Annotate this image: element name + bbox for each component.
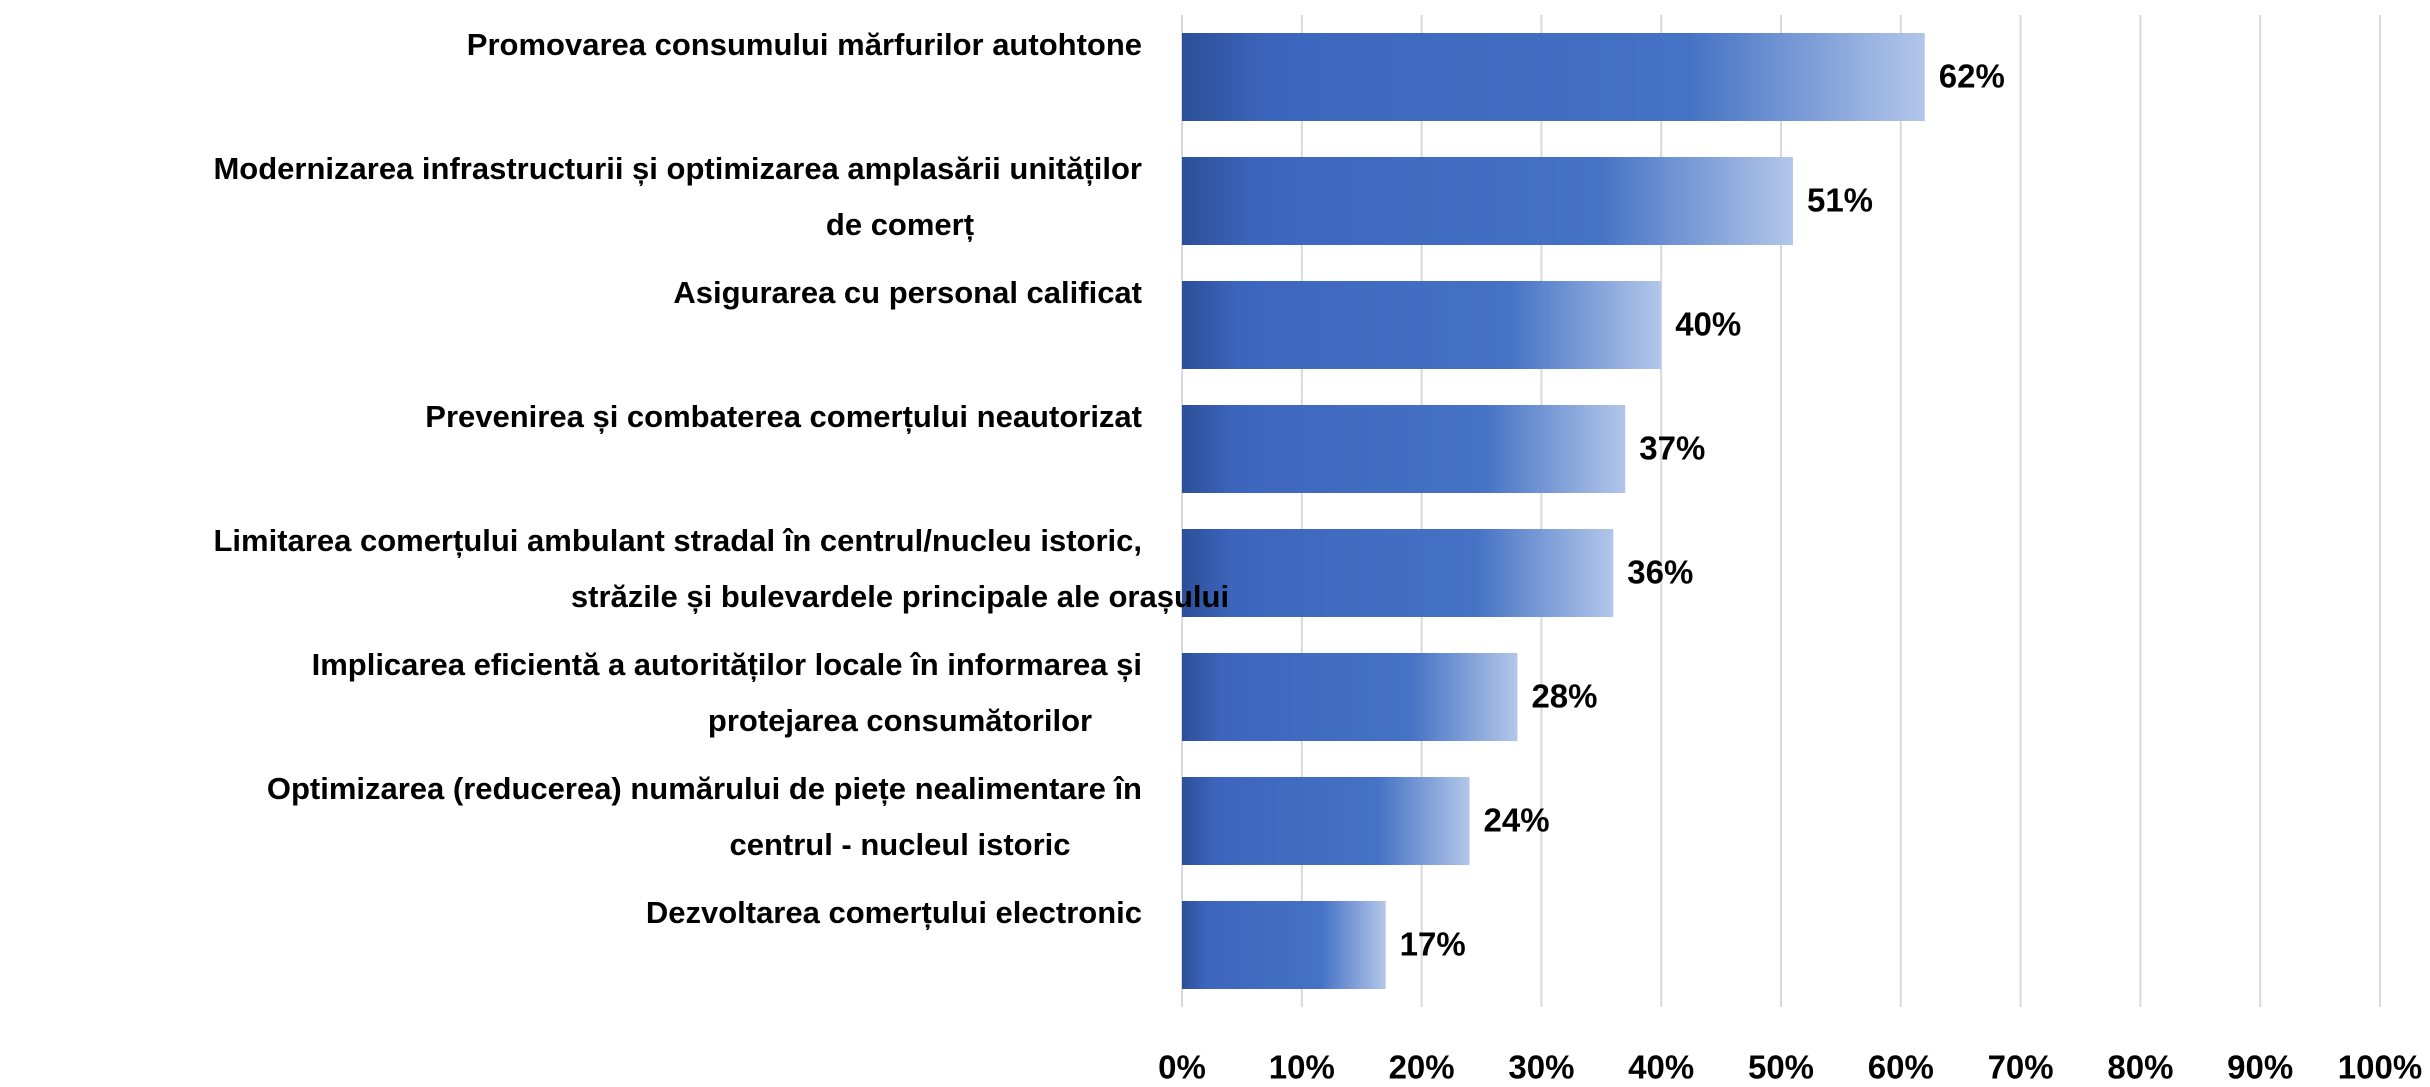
- category-label: Implicarea eficientă a autorităților loc…: [312, 647, 1142, 738]
- data-label: 51%: [1807, 182, 1873, 219]
- bar: [1182, 33, 1925, 121]
- data-label: 24%: [1484, 802, 1550, 839]
- category-label-line: centrul - nucleul istoric: [729, 827, 1070, 862]
- x-tick-label: 10%: [1269, 1049, 1335, 1086]
- data-label: 36%: [1627, 554, 1693, 591]
- category-label: Limitarea comerțului ambulant stradal în…: [214, 523, 1230, 614]
- category-label-line: Promovarea consumului mărfurilor autohto…: [467, 27, 1142, 62]
- category-label: Optimizarea (reducerea) numărului de pie…: [267, 771, 1142, 862]
- category-label: Promovarea consumului mărfurilor autohto…: [467, 27, 1142, 62]
- bar: [1182, 777, 1470, 865]
- category-label-line: Implicarea eficientă a autorităților loc…: [312, 647, 1142, 682]
- category-label: Dezvoltarea comerțului electronic: [646, 895, 1142, 930]
- data-label: 37%: [1639, 430, 1705, 467]
- bar: [1182, 157, 1793, 245]
- category-label: Modernizarea infrastructurii și optimiza…: [213, 151, 1142, 242]
- bar: [1182, 901, 1386, 989]
- x-tick-label: 60%: [1868, 1049, 1934, 1086]
- category-label-line: străzile și bulevardele principale ale o…: [571, 579, 1229, 614]
- bar: [1182, 405, 1626, 493]
- x-tick-label: 90%: [2227, 1049, 2293, 1086]
- x-tick-label: 100%: [2338, 1049, 2422, 1086]
- bar: [1182, 281, 1662, 369]
- category-label-line: protejarea consumătorilor: [708, 703, 1092, 738]
- x-tick-label: 40%: [1628, 1049, 1694, 1086]
- data-label: 40%: [1675, 306, 1741, 343]
- category-label-line: Dezvoltarea comerțului electronic: [646, 895, 1142, 930]
- data-label: 62%: [1939, 58, 2005, 95]
- x-tick-label: 50%: [1748, 1049, 1814, 1086]
- bar: [1182, 529, 1614, 617]
- data-label: 17%: [1400, 926, 1466, 963]
- x-tick-label: 0%: [1158, 1049, 1206, 1086]
- category-label: Asigurarea cu personal calificat: [673, 275, 1142, 310]
- category-label: Prevenirea și combaterea comerțului neau…: [425, 399, 1142, 434]
- data-label: 28%: [1531, 678, 1597, 715]
- bar: [1182, 653, 1518, 741]
- category-label-line: Prevenirea și combaterea comerțului neau…: [425, 399, 1142, 434]
- category-label-line: Limitarea comerțului ambulant stradal în…: [214, 523, 1143, 558]
- x-tick-label: 20%: [1389, 1049, 1455, 1086]
- category-label-line: de comerț: [826, 207, 974, 242]
- x-tick-label: 30%: [1508, 1049, 1574, 1086]
- category-label-line: Asigurarea cu personal calificat: [673, 275, 1142, 310]
- category-label-line: Modernizarea infrastructurii și optimiza…: [213, 151, 1142, 186]
- category-label-line: Optimizarea (reducerea) numărului de pie…: [267, 771, 1142, 806]
- x-tick-label: 80%: [2107, 1049, 2173, 1086]
- x-tick-label: 70%: [1988, 1049, 2054, 1086]
